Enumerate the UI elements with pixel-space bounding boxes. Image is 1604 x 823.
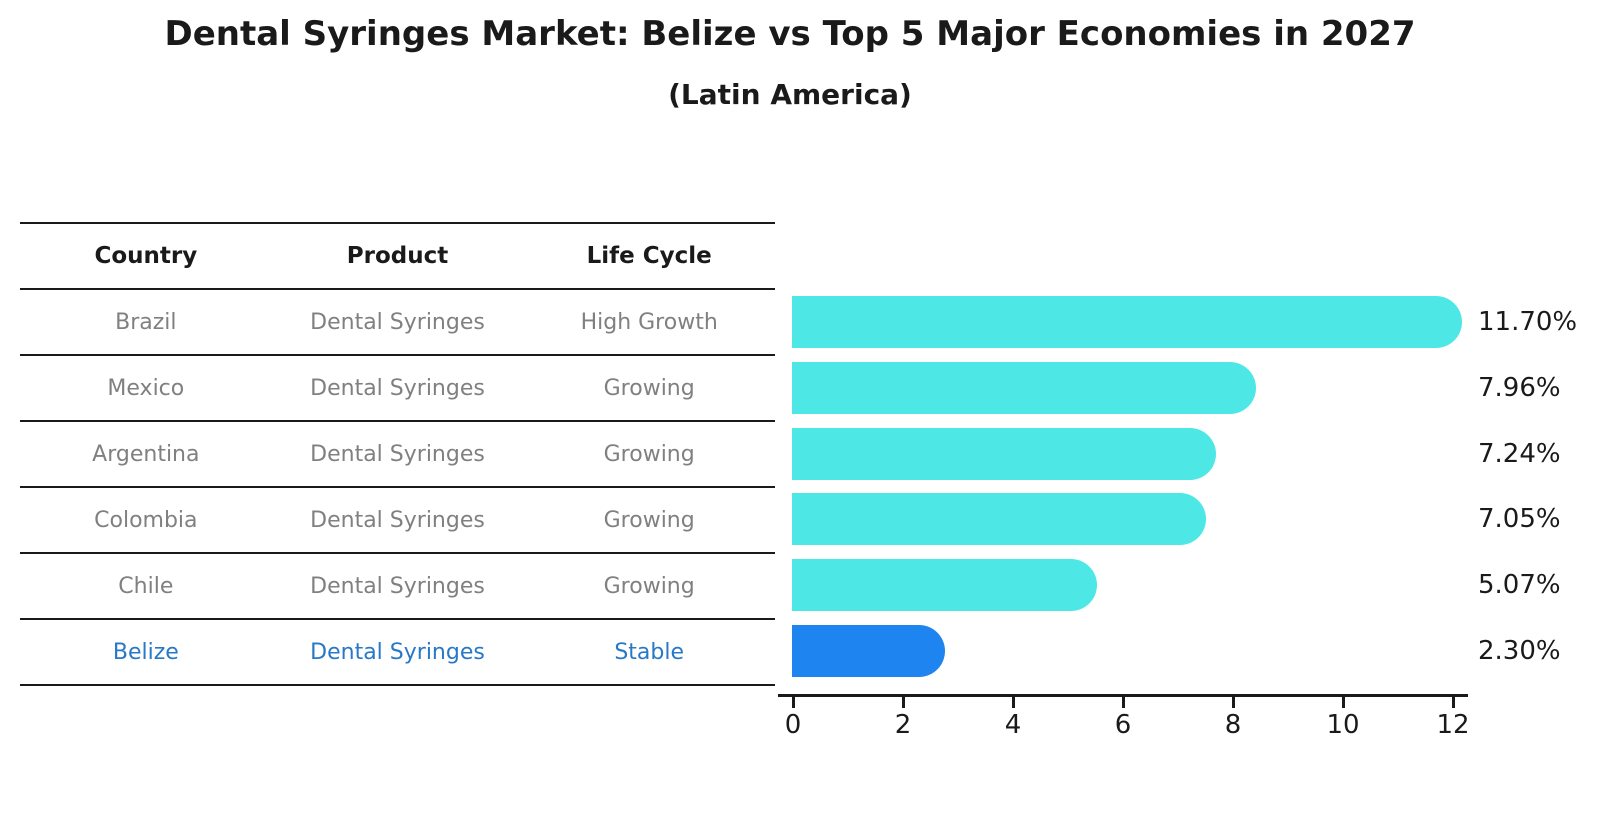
- x-axis-tick-label: 2: [894, 710, 912, 740]
- value-label: 7.24%: [1478, 438, 1561, 469]
- bar-colombia: [792, 493, 1206, 546]
- table-cell-country: Belize: [112, 639, 179, 665]
- x-axis-tick-label: 4: [1004, 710, 1022, 740]
- table-row: Argentina Dental Syringes Growing: [20, 420, 775, 486]
- table-cell-life-cycle: Growing: [603, 573, 695, 599]
- header-cell-life-cycle: Life Cycle: [586, 243, 712, 269]
- value-label: 7.05%: [1478, 504, 1561, 535]
- table-cell-life-cycle: High Growth: [580, 309, 718, 335]
- x-axis-tick-label: 0: [784, 710, 802, 740]
- table-cell-country: Mexico: [107, 375, 185, 401]
- table-cell-product: Dental Syringes: [310, 639, 485, 665]
- table-row: Colombia Dental Syringes Growing: [20, 486, 775, 552]
- x-axis-tick-label: 12: [1436, 710, 1470, 740]
- chart-subtitle: (Latin America): [668, 78, 912, 111]
- x-axis-tick-label: 10: [1326, 710, 1360, 740]
- x-axis-tick: [1341, 696, 1345, 708]
- table-cell-country: Brazil: [115, 309, 177, 335]
- x-axis-tick: [1011, 696, 1015, 708]
- x-axis-tick-label: 6: [1114, 710, 1132, 740]
- chart-title: Dental Syringes Market: Belize vs Top 5 …: [164, 14, 1416, 54]
- x-axis-tick: [1231, 696, 1235, 708]
- x-axis-tick: [1121, 696, 1125, 708]
- bar-argentina: [792, 427, 1217, 480]
- table-cell-life-cycle: Growing: [603, 441, 695, 467]
- table-header-row: Country Product Life Cycle: [20, 222, 775, 288]
- table-row: Brazil Dental Syringes High Growth: [20, 288, 775, 354]
- table-cell-product: Dental Syringes: [310, 573, 485, 599]
- header-cell-country: Country: [94, 243, 198, 269]
- value-label: 7.96%: [1478, 372, 1561, 403]
- table-cell-life-cycle: Growing: [603, 375, 695, 401]
- comparison-table: Country Product Life Cycle Brazil Dental …: [20, 222, 775, 686]
- bar-mexico: [792, 361, 1256, 414]
- table-row: Belize Dental Syringes Stable: [20, 618, 775, 686]
- value-label: 11.70%: [1478, 307, 1578, 337]
- header-cell-product: Product: [346, 243, 449, 269]
- value-label: 2.30%: [1478, 636, 1561, 666]
- table-cell-product: Dental Syringes: [310, 309, 485, 335]
- x-axis-tick: [901, 696, 905, 708]
- table-cell-country: Chile: [118, 573, 174, 599]
- table-cell-life-cycle: Stable: [614, 639, 685, 665]
- value-label: 5.07%: [1478, 570, 1561, 601]
- x-axis-tick-label: 8: [1224, 710, 1242, 740]
- table-cell-life-cycle: Growing: [603, 507, 695, 533]
- x-axis-line: [778, 694, 1468, 697]
- x-axis-tick: [791, 696, 795, 708]
- table-cell-product: Dental Syringes: [310, 441, 485, 467]
- table-cell-country: Argentina: [92, 441, 200, 467]
- table-cell-product: Dental Syringes: [310, 507, 485, 533]
- bar-brazil: [792, 296, 1462, 348]
- bar-highlight-belize: [792, 625, 945, 677]
- table-cell-product: Dental Syringes: [310, 375, 485, 401]
- x-axis-tick: [1451, 696, 1455, 708]
- table-row: Mexico Dental Syringes Growing: [20, 354, 775, 420]
- bar-chile: [792, 559, 1097, 612]
- table-row: Chile Dental Syringes Growing: [20, 552, 775, 618]
- table-cell-country: Colombia: [94, 507, 198, 533]
